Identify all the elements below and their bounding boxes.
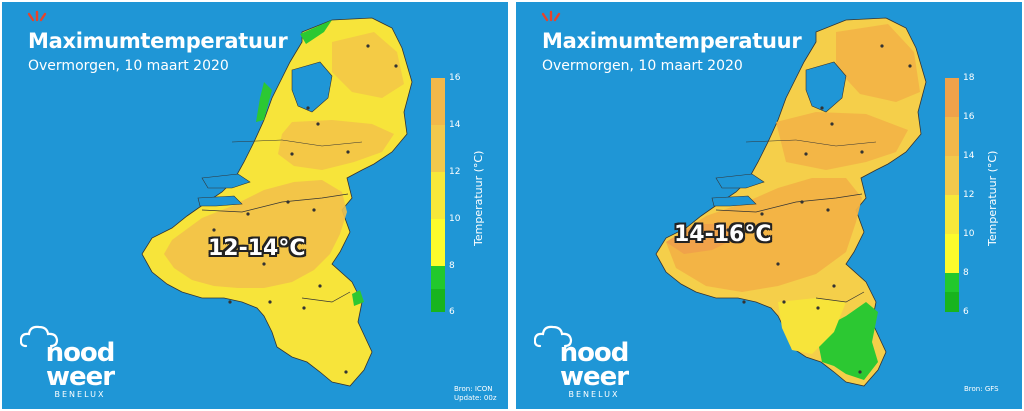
legend-swatch — [945, 156, 959, 195]
update-line: Update: 00z — [454, 394, 497, 402]
map-title: Maximumtemperatuur — [28, 29, 288, 53]
green-island — [300, 20, 332, 44]
map-title: Maximumtemperatuur — [542, 29, 802, 53]
border-line — [815, 291, 865, 303]
legend-swatch — [431, 125, 445, 172]
estuary — [201, 173, 251, 189]
legend-swatch — [431, 266, 445, 289]
map-panel-icon: Maximumtemperatuur Overmorgen, 10 maart … — [516, 2, 1022, 409]
legend-swatch — [431, 78, 445, 125]
legend-title: Temperatuur (°C) — [472, 150, 485, 246]
color-legend: 16 14 12 10 8 6 — [431, 73, 460, 317]
temperature-range-label: 12-14°C — [208, 236, 306, 261]
estuary — [197, 195, 243, 207]
estuary — [711, 195, 757, 207]
legend-tick: 16 — [963, 112, 975, 122]
map-subtitle: Overmorgen, 10 maart 2020 — [28, 58, 229, 74]
legend-swatch — [945, 117, 959, 156]
source-line: Bron: ICON — [454, 385, 493, 393]
lake — [805, 61, 847, 113]
legend-swatch — [945, 273, 959, 292]
benelux-map — [141, 17, 413, 387]
legend-tick: 6 — [963, 307, 969, 317]
cloud-icon — [20, 325, 59, 348]
temperature-range-label: 14-16°C — [674, 222, 772, 247]
legend-tick: 8 — [449, 261, 455, 271]
legend-swatch — [945, 292, 959, 312]
legend-swatch — [431, 289, 445, 312]
estuary — [715, 173, 765, 189]
green-zone — [816, 302, 878, 380]
legend-tick: 14 — [963, 151, 975, 161]
legend-swatch — [431, 219, 445, 266]
warm-zone — [164, 180, 347, 288]
city-dots — [212, 44, 398, 374]
legend-tick: 8 — [963, 268, 969, 278]
cloud-icon — [534, 325, 573, 348]
border-line — [301, 291, 351, 303]
logo-word-nood: nood — [559, 338, 630, 368]
hot-spot — [666, 224, 736, 254]
green-east — [352, 290, 364, 306]
border-line — [745, 139, 877, 147]
yellow-south — [778, 298, 846, 354]
logo-rays-icon — [27, 10, 47, 22]
city-dots — [726, 44, 912, 374]
legend-swatch — [431, 172, 445, 219]
logo-rays-icon — [541, 10, 561, 22]
benelux-map — [655, 17, 927, 387]
warm-zone-north — [776, 112, 908, 170]
logo-word-weer: weer — [45, 362, 115, 392]
logo-word-nood: nood — [45, 338, 116, 368]
legend-swatch — [945, 234, 959, 273]
logo-word-benelux: BENELUX — [568, 390, 620, 399]
legend-tick: 12 — [963, 190, 975, 200]
legend-title: Temperatuur (°C) — [986, 150, 999, 246]
map-subtitle: Overmorgen, 10 maart 2020 — [542, 58, 743, 74]
logo-word-benelux: BENELUX — [54, 390, 106, 399]
source-line: Bron: GFS — [964, 385, 999, 393]
border-line — [231, 139, 363, 147]
warm-zone-ne — [332, 32, 404, 98]
legend-swatch — [945, 195, 959, 234]
warm-zone-north — [278, 120, 394, 170]
map-panel-icon: Maximumtemperatuur Overmorgen, 10 maart … — [2, 2, 508, 409]
warm-zone-ne — [836, 24, 920, 102]
warm-zone — [666, 178, 862, 292]
legend-tick: 18 — [963, 73, 975, 83]
green-coast — [256, 82, 272, 122]
legend-tick: 14 — [449, 120, 461, 130]
noodweer-logo: nood weer BENELUX — [534, 324, 644, 404]
legend-tick: 16 — [449, 73, 461, 83]
legend-tick: 10 — [449, 214, 461, 224]
border-line — [201, 193, 349, 213]
logo-word-weer: weer — [559, 362, 629, 392]
legend-swatch — [945, 78, 959, 117]
noodweer-logo: nood weer BENELUX — [20, 324, 130, 404]
legend-tick: 10 — [963, 229, 975, 239]
border-line — [715, 193, 863, 213]
color-legend: 18 16 14 12 10 8 6 — [945, 73, 974, 317]
legend-tick: 6 — [449, 307, 455, 317]
legend-tick: 12 — [449, 167, 461, 177]
lake — [291, 61, 333, 113]
